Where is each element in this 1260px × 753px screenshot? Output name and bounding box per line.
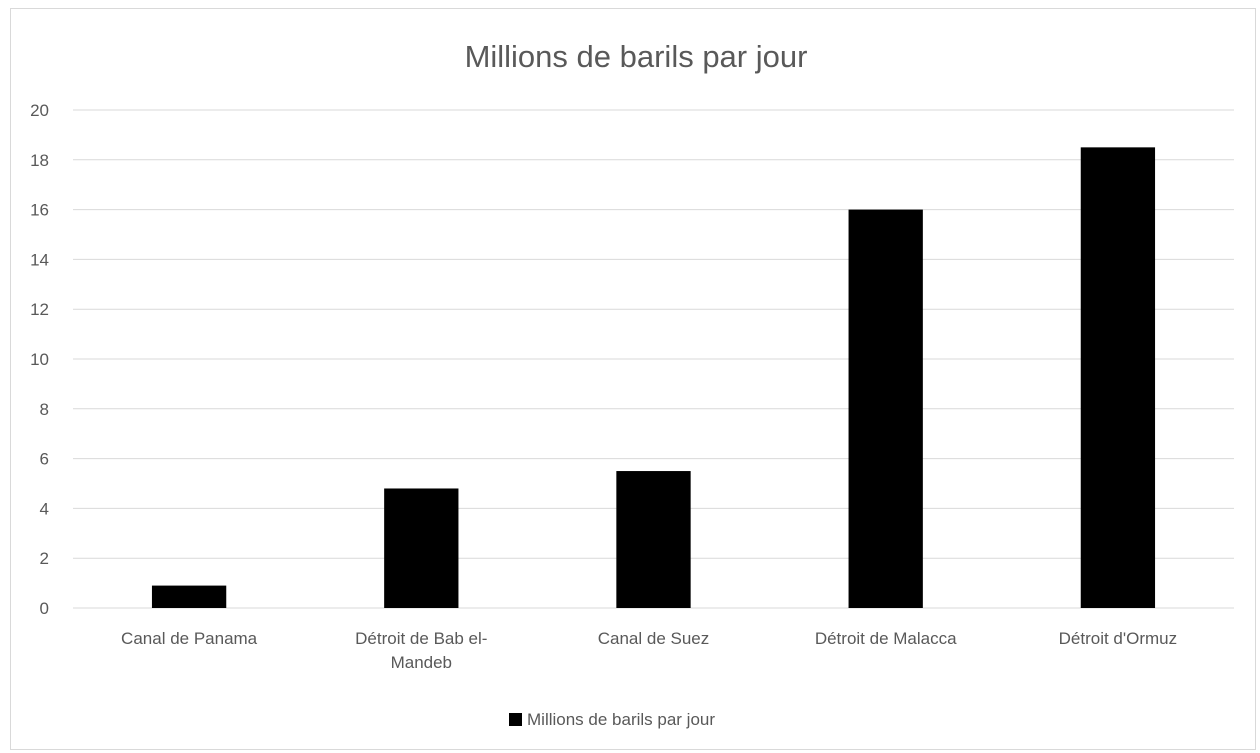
y-tick-label: 2: [40, 549, 49, 568]
chart-title: Millions de barils par jour: [465, 39, 808, 74]
y-tick-label: 16: [30, 201, 49, 220]
y-tick-label: 20: [30, 101, 49, 120]
y-tick-label: 10: [30, 350, 49, 369]
bar: [151, 585, 227, 608]
x-axis-category-labels: Canal de Panama Détroit de Bab el-Mandeb C…: [121, 629, 1177, 672]
y-axis-tick-labels: 0 2 4 6 8 10 12 14 16 18 20: [30, 101, 49, 618]
chart-frame: [10, 8, 1256, 750]
legend-swatch: [509, 713, 522, 726]
bar: [384, 488, 459, 608]
bar: [848, 209, 923, 608]
bars: [151, 147, 1156, 608]
legend: Millions de barils par jour: [509, 710, 715, 729]
bar: [616, 471, 691, 608]
y-tick-label: 12: [30, 300, 49, 319]
x-category-label: Canal de Panama: [121, 629, 258, 648]
legend-label: Millions de barils par jour: [527, 710, 715, 729]
x-category-label: Détroit de Malacca: [815, 629, 957, 648]
x-category-label: Détroit de Bab el-Mandeb: [355, 629, 487, 672]
bar: [1080, 147, 1156, 608]
gridlines: [73, 109, 1234, 609]
x-category-label: Détroit d'Ormuz: [1059, 629, 1178, 648]
y-tick-label: 0: [40, 599, 49, 618]
y-tick-label: 8: [40, 400, 49, 419]
y-tick-label: 4: [40, 499, 49, 518]
y-tick-label: 6: [40, 450, 49, 469]
x-category-label: Canal de Suez: [598, 629, 710, 648]
y-tick-label: 18: [30, 151, 49, 170]
y-tick-label: 14: [30, 250, 49, 269]
